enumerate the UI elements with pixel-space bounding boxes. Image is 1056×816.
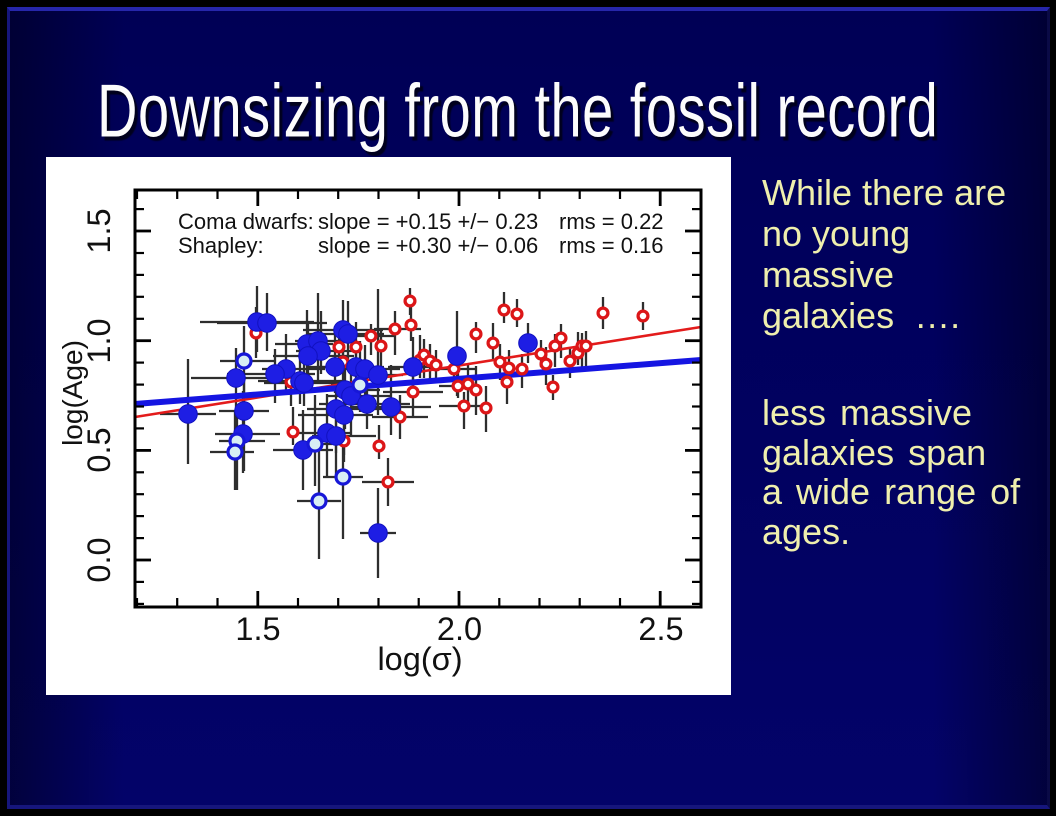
svg-text:rms = 0.22: rms = 0.22 (559, 209, 664, 234)
svg-text:0.0: 0.0 (81, 537, 117, 582)
svg-text:rms = 0.16: rms = 0.16 (559, 233, 664, 258)
svg-text:2.5: 2.5 (638, 611, 683, 647)
svg-text:slope = +0.15 +/− 0.23: slope = +0.15 +/− 0.23 (318, 209, 538, 234)
svg-text:log(Age): log(Age) (57, 340, 88, 446)
svg-text:Coma dwarfs:: Coma dwarfs: (178, 209, 314, 234)
svg-text:Shapley:: Shapley: (178, 233, 264, 258)
svg-text:slope = +0.30 +/− 0.06: slope = +0.30 +/− 0.06 (318, 233, 538, 258)
svg-text:0.5: 0.5 (81, 427, 117, 472)
svg-text:1.5: 1.5 (81, 208, 117, 253)
svg-text:1.5: 1.5 (235, 611, 280, 647)
svg-text:log(σ): log(σ) (377, 641, 462, 677)
svg-text:2.0: 2.0 (437, 611, 482, 647)
svg-text:1.0: 1.0 (81, 318, 117, 363)
